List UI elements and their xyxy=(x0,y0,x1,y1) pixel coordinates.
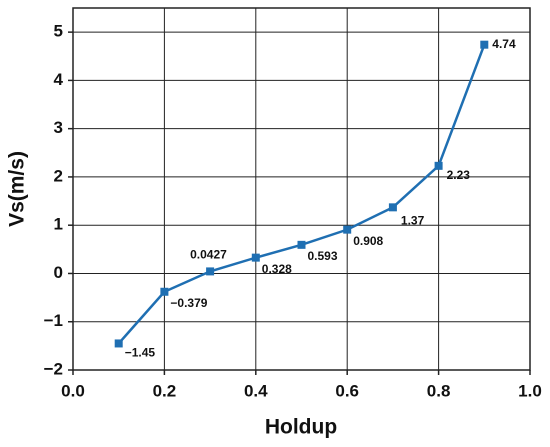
marker xyxy=(388,203,397,212)
marker xyxy=(206,267,215,276)
data-label: 4.74 xyxy=(492,37,516,51)
x-tick-label: 0.6 xyxy=(335,381,359,400)
marker xyxy=(114,339,123,348)
marker xyxy=(160,287,169,296)
x-tick-label: 0.2 xyxy=(153,381,177,400)
y-tick-label: −2 xyxy=(44,359,63,378)
y-tick-label: 3 xyxy=(54,118,63,137)
y-tick-label: 2 xyxy=(54,166,63,185)
y-tick-label: −1 xyxy=(44,311,63,330)
data-label: 0.593 xyxy=(308,249,338,263)
data-label: 2.23 xyxy=(447,168,471,182)
x-tick-label: 0.8 xyxy=(427,381,451,400)
marker xyxy=(297,240,306,249)
x-tick-label: 0.0 xyxy=(61,381,85,400)
x-tick-label: 1.0 xyxy=(518,381,542,400)
y-tick-label: 0 xyxy=(54,263,63,282)
y-axis-title: Vs(m/s) xyxy=(6,151,29,227)
marker xyxy=(343,225,352,234)
data-label: 0.0427 xyxy=(190,248,227,262)
data-label: 0.328 xyxy=(262,262,292,276)
x-axis-title: Holdup xyxy=(265,416,337,439)
marker xyxy=(434,161,443,170)
y-tick-label: 5 xyxy=(54,22,63,41)
data-label: −0.379 xyxy=(170,296,207,310)
data-label: 0.908 xyxy=(353,234,383,248)
data-label: −1.45 xyxy=(125,346,156,360)
marker xyxy=(251,253,260,262)
y-tick-label: 1 xyxy=(54,215,63,234)
y-tick-label: 4 xyxy=(54,70,64,89)
plot-frame xyxy=(72,7,531,371)
x-tick-label: 0.4 xyxy=(244,381,268,400)
marker xyxy=(480,40,489,49)
data-label: 1.37 xyxy=(401,214,425,228)
